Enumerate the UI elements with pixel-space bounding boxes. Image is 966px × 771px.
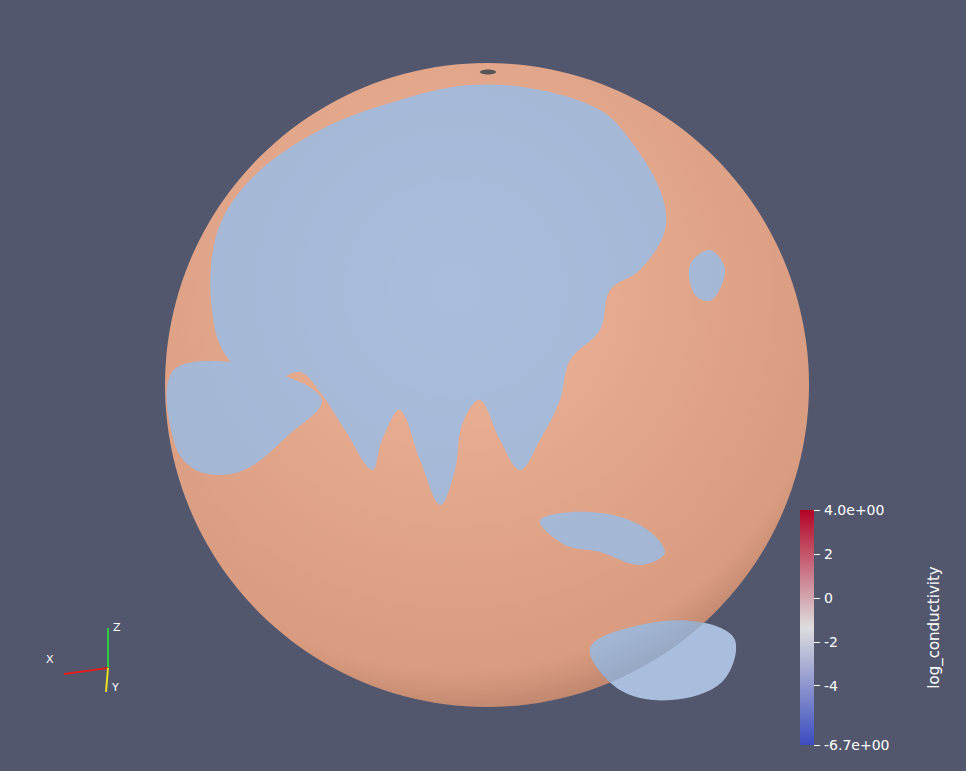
svg-text:-4: -4	[824, 678, 838, 694]
svg-text:log_conductivity: log_conductivity	[925, 566, 944, 689]
svg-text:Y: Y	[111, 681, 119, 694]
svg-text:-6.7e+00: -6.7e+00	[824, 737, 889, 753]
svg-text:-2: -2	[824, 634, 838, 650]
svg-text:X: X	[46, 653, 54, 666]
svg-text:4.0e+00: 4.0e+00	[824, 502, 884, 518]
svg-text:2: 2	[824, 546, 833, 562]
svg-text:Z: Z	[113, 621, 121, 634]
svg-text:0: 0	[824, 590, 833, 606]
